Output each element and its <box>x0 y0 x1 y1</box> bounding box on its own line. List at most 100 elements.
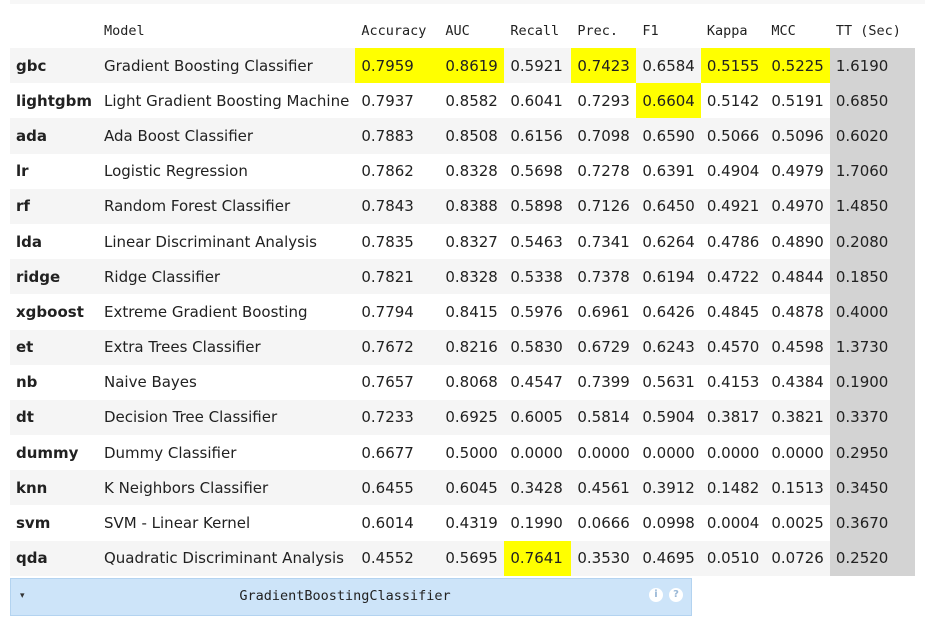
kappa-cell: 0.5142 <box>700 83 766 119</box>
training-time-cell: 1.6190 <box>829 48 915 84</box>
recall-cell: 0.3428 <box>504 470 572 506</box>
kappa-cell: 0.0004 <box>700 505 766 541</box>
recall-cell: 0.6041 <box>504 83 572 119</box>
auc-cell: 0.8415 <box>439 294 505 330</box>
recall-cell: 0.5338 <box>504 259 572 295</box>
row-index-cell: ridge <box>10 259 98 295</box>
kappa-cell: 0.4153 <box>700 364 766 400</box>
auc-cell: 0.8216 <box>439 329 505 365</box>
kappa-cell: 0.4904 <box>700 153 766 189</box>
row-index-cell: gbc <box>10 48 98 84</box>
auc-cell: 0.4319 <box>439 505 505 541</box>
recall-cell: 0.5463 <box>504 223 572 260</box>
recall-cell: 0.5698 <box>504 153 572 189</box>
prec-cell: 0.0666 <box>571 505 637 541</box>
accuracy-cell: 0.7233 <box>355 399 440 436</box>
accuracy-cell: 0.4552 <box>355 540 440 576</box>
table-row: lr Logistic Regression 0.7862 0.8328 0.5698 0… <box>10 153 915 189</box>
kappa-cell: 0.3817 <box>700 399 766 436</box>
header-auc: AUC <box>445 22 470 39</box>
kappa-cell: 0.5155 <box>700 48 766 84</box>
prec-cell: 0.7423 <box>571 48 637 84</box>
prec-cell: 0.7293 <box>571 83 637 119</box>
model-name-cell: SVM - Linear Kernel <box>97 505 356 541</box>
auc-cell: 0.8508 <box>439 118 505 154</box>
table-row: lda Linear Discriminant Analysis 0.7835 0.8… <box>10 223 915 260</box>
accuracy-cell: 0.7835 <box>355 223 440 260</box>
kappa-cell: 0.4845 <box>700 294 766 330</box>
mcc-cell: 0.5191 <box>765 83 830 119</box>
recall-cell: 0.6005 <box>504 399 572 436</box>
accuracy-cell: 0.7843 <box>355 188 440 224</box>
f1-cell: 0.6604 <box>636 83 701 119</box>
kappa-cell: 0.1482 <box>700 470 766 506</box>
model-name-cell: Naive Bayes <box>97 364 356 400</box>
model-name-cell: Dummy Classifier <box>97 435 356 471</box>
widget-title: GradientBoostingClassifier <box>239 588 451 604</box>
training-time-cell: 0.4000 <box>829 294 915 330</box>
auc-cell: 0.8328 <box>439 259 505 295</box>
auc-cell: 0.8328 <box>439 153 505 189</box>
auc-cell: 0.6925 <box>439 399 505 436</box>
model-name-cell: Ada Boost Classifier <box>97 118 356 154</box>
model-name-cell: Logistic Regression <box>97 153 356 189</box>
mcc-cell: 0.4890 <box>765 223 830 260</box>
help-icon[interactable]: ? <box>669 588 683 602</box>
header-f1: F1 <box>642 22 659 39</box>
prec-cell: 0.7278 <box>571 153 637 189</box>
kappa-cell: 0.4722 <box>700 259 766 295</box>
accuracy-cell: 0.7657 <box>355 364 440 400</box>
training-time-cell: 0.1850 <box>829 259 915 295</box>
accuracy-cell: 0.7959 <box>355 48 440 84</box>
header-precision: Prec. <box>577 22 618 39</box>
f1-cell: 0.6264 <box>636 223 701 260</box>
table-row: gbc Gradient Boosting Classifier 0.7959 0.8… <box>10 48 915 84</box>
accuracy-cell: 0.6455 <box>355 470 440 506</box>
auc-cell: 0.8388 <box>439 188 505 224</box>
row-index-cell: dt <box>10 399 98 436</box>
training-time-cell: 1.3730 <box>829 329 915 365</box>
header-kappa: Kappa <box>706 22 748 39</box>
row-index-cell: ada <box>10 118 98 154</box>
row-index-cell: et <box>10 329 98 365</box>
training-time-cell: 1.4850 <box>829 188 915 224</box>
header-training-time: TT (Sec) <box>835 22 901 39</box>
auc-cell: 0.8068 <box>439 364 505 400</box>
model-name-cell: Gradient Boosting Classifier <box>97 48 356 84</box>
model-comparison-table: Model Accuracy AUC Recall Prec. F1 Kappa… <box>10 13 915 576</box>
recall-cell: 0.0000 <box>504 435 572 471</box>
collapse-toggle-icon[interactable]: ▾ <box>20 591 25 601</box>
info-icon[interactable]: i <box>649 588 663 602</box>
f1-cell: 0.6194 <box>636 259 701 295</box>
model-name-cell: Ridge Classifier <box>97 259 356 295</box>
f1-cell: 0.6391 <box>636 153 701 189</box>
mcc-cell: 0.0025 <box>765 505 830 541</box>
row-index-cell: knn <box>10 470 98 506</box>
kappa-cell: 0.0510 <box>700 540 766 576</box>
model-widget-header[interactable]: ▾ GradientBoostingClassifier i ? <box>10 578 692 616</box>
table-row: qda Quadratic Discriminant Analysis 0.4552… <box>10 540 915 576</box>
table-row: knn K Neighbors Classifier 0.6455 0.6045 0.3… <box>10 470 915 506</box>
header-accuracy: Accuracy <box>361 22 427 39</box>
model-name-cell: Extra Trees Classifier <box>97 329 356 365</box>
f1-cell: 0.6450 <box>636 188 701 224</box>
model-name-cell: K Neighbors Classifier <box>97 470 356 506</box>
prec-cell: 0.7378 <box>571 259 637 295</box>
header-mcc: MCC <box>771 22 796 39</box>
auc-cell: 0.5000 <box>439 435 505 471</box>
mcc-cell: 0.4598 <box>765 329 830 365</box>
auc-cell: 0.8619 <box>439 48 505 84</box>
row-index-cell: xgboost <box>10 294 98 330</box>
mcc-cell: 0.4878 <box>765 294 830 330</box>
prec-cell: 0.7126 <box>571 188 637 224</box>
model-name-cell: Quadratic Discriminant Analysis <box>97 540 356 576</box>
header-recall: Recall <box>510 22 560 39</box>
prec-cell: 0.6961 <box>571 294 637 330</box>
mcc-cell: 0.3821 <box>765 399 830 436</box>
f1-cell: 0.0998 <box>636 505 701 541</box>
row-index-cell: lda <box>10 223 98 260</box>
table-row: svm SVM - Linear Kernel 0.6014 0.4319 0.1990… <box>10 505 915 541</box>
recall-cell: 0.5921 <box>504 48 572 84</box>
prec-cell: 0.6729 <box>571 329 637 365</box>
mcc-cell: 0.4970 <box>765 188 830 224</box>
